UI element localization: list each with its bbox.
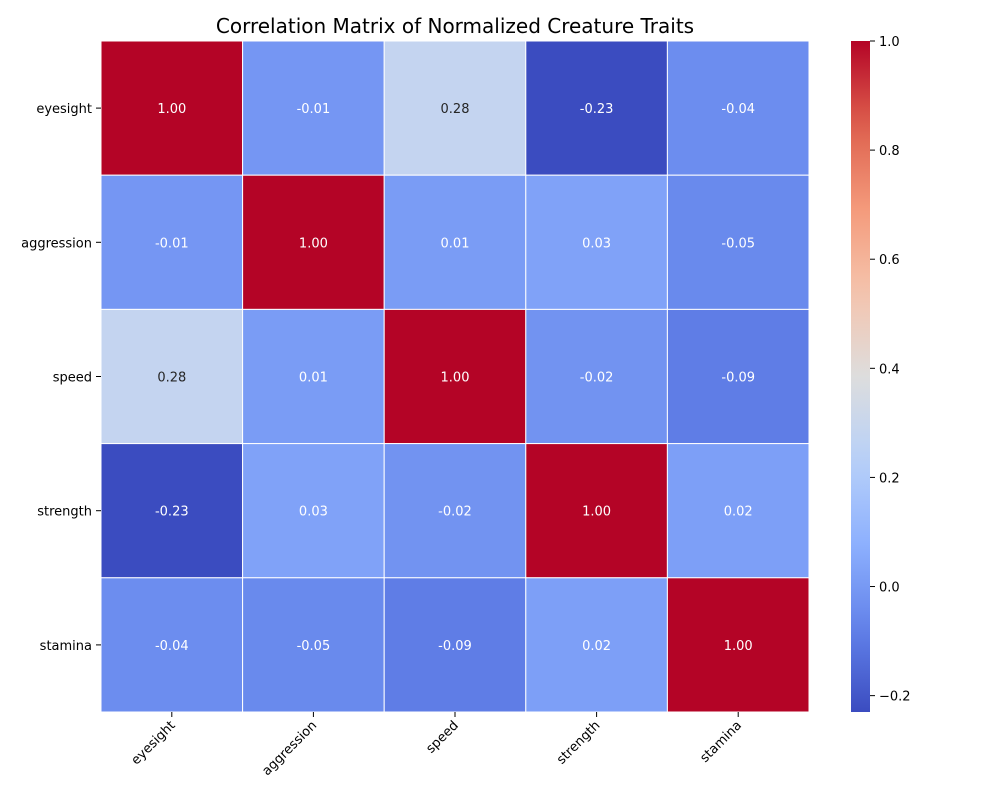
cell-label-eyesight-strength: -0.23 — [580, 102, 614, 117]
cell-label-speed-aggression: 0.01 — [299, 371, 328, 386]
heatmap-cell-eyesight-strength — [525, 40, 668, 176]
cell-label-eyesight-stamina: -0.04 — [721, 102, 755, 117]
cell-label-speed-strength: -0.02 — [580, 371, 614, 386]
heatmap-cell-speed-speed — [383, 308, 527, 445]
cell-label-stamina-aggression: -0.05 — [297, 639, 331, 654]
heatmap-cell-speed-stamina — [666, 308, 810, 445]
colorbar-gradient — [851, 41, 870, 712]
cell-label-aggression-aggression: 1.00 — [299, 236, 328, 251]
heatmap-cell-speed-aggression — [242, 308, 385, 445]
heatmap-cell-strength-aggression — [242, 443, 385, 579]
cell-label-strength-eyesight: -0.23 — [155, 505, 189, 520]
heatmap-cell-eyesight-stamina — [666, 40, 810, 176]
heatmap-cell-stamina-stamina — [666, 577, 810, 713]
heatmap-cell-speed-strength — [525, 308, 668, 445]
heatmap-cell-labels: 1.00 -0.01 0.28 -0.23 -0.04 -0.01 1.00 0.01 0.03… — [155, 102, 755, 654]
heatmap-cell-eyesight-aggression — [242, 40, 385, 176]
x-axis: eyesight aggression speed strength stamina — [129, 712, 745, 779]
cell-label-stamina-strength: 0.02 — [582, 639, 611, 654]
x-tick-label-stamina: stamina — [697, 718, 745, 766]
cell-label-speed-stamina: -0.09 — [721, 371, 755, 386]
heatmap-cell-eyesight-eyesight — [100, 40, 244, 176]
cell-label-strength-speed: -0.02 — [438, 505, 472, 520]
heatmap-cell-strength-strength — [525, 443, 668, 579]
cell-label-speed-eyesight: 0.28 — [157, 371, 186, 386]
cell-label-aggression-strength: 0.03 — [582, 236, 611, 251]
colorbar-tick-label-1: 0.0 — [879, 581, 900, 596]
cell-label-speed-speed: 1.00 — [441, 371, 470, 386]
x-tick-label-aggression: aggression — [259, 718, 320, 779]
heatmap-cell-aggression-eyesight — [100, 174, 244, 310]
heatmap-cell-aggression-stamina — [666, 174, 810, 310]
heatmap-cell-stamina-speed — [383, 577, 527, 713]
colorbar-tick-label-6: 1.0 — [879, 35, 900, 50]
cell-label-eyesight-aggression: -0.01 — [297, 102, 331, 117]
x-tick-label-speed: speed — [423, 718, 461, 756]
y-tick-label-aggression: aggression — [21, 236, 92, 251]
cell-label-aggression-eyesight: -0.01 — [155, 236, 189, 251]
y-tick-label-eyesight: eyesight — [36, 102, 92, 117]
heatmap-cells — [100, 40, 810, 713]
heatmap-cell-strength-speed — [383, 443, 527, 579]
heatmap-cell-aggression-speed — [383, 174, 527, 310]
cell-label-aggression-speed: 0.01 — [441, 236, 470, 251]
cell-label-aggression-stamina: -0.05 — [721, 236, 755, 251]
cell-label-eyesight-eyesight: 1.00 — [157, 102, 186, 117]
heatmap-cell-stamina-aggression — [242, 577, 385, 713]
y-tick-label-stamina: stamina — [40, 639, 92, 654]
colorbar-tick-label-4: 0.6 — [879, 253, 900, 268]
cell-label-stamina-speed: -0.09 — [438, 639, 472, 654]
y-tick-label-strength: strength — [37, 505, 92, 520]
y-axis: eyesight aggression speed strength stamina — [21, 102, 101, 654]
heatmap-cell-stamina-eyesight — [100, 577, 244, 713]
x-tick-label-strength: strength — [554, 718, 603, 767]
heatmap-cell-strength-stamina — [666, 443, 810, 579]
cell-label-stamina-eyesight: -0.04 — [155, 639, 189, 654]
chart-title: Correlation Matrix of Normalized Creatur… — [216, 14, 694, 38]
colorbar-tick-label-0: −0.2 — [879, 690, 911, 705]
colorbar-tick-label-2: 0.2 — [879, 471, 900, 486]
cell-label-strength-aggression: 0.03 — [299, 505, 328, 520]
cell-label-stamina-stamina: 1.00 — [724, 639, 753, 654]
colorbar-tick-label-5: 0.8 — [879, 144, 900, 159]
colorbar: −0.2 0.0 0.2 0.4 0.6 0.8 1.0 — [851, 35, 911, 712]
colorbar-tick-label-3: 0.4 — [879, 362, 900, 377]
cell-label-strength-stamina: 0.02 — [724, 505, 753, 520]
x-tick-label-eyesight: eyesight — [129, 718, 179, 768]
cell-label-eyesight-speed: 0.28 — [441, 102, 470, 117]
cell-label-strength-strength: 1.00 — [582, 505, 611, 520]
y-tick-label-speed: speed — [53, 371, 92, 386]
heatmap-cell-eyesight-speed — [383, 40, 527, 176]
